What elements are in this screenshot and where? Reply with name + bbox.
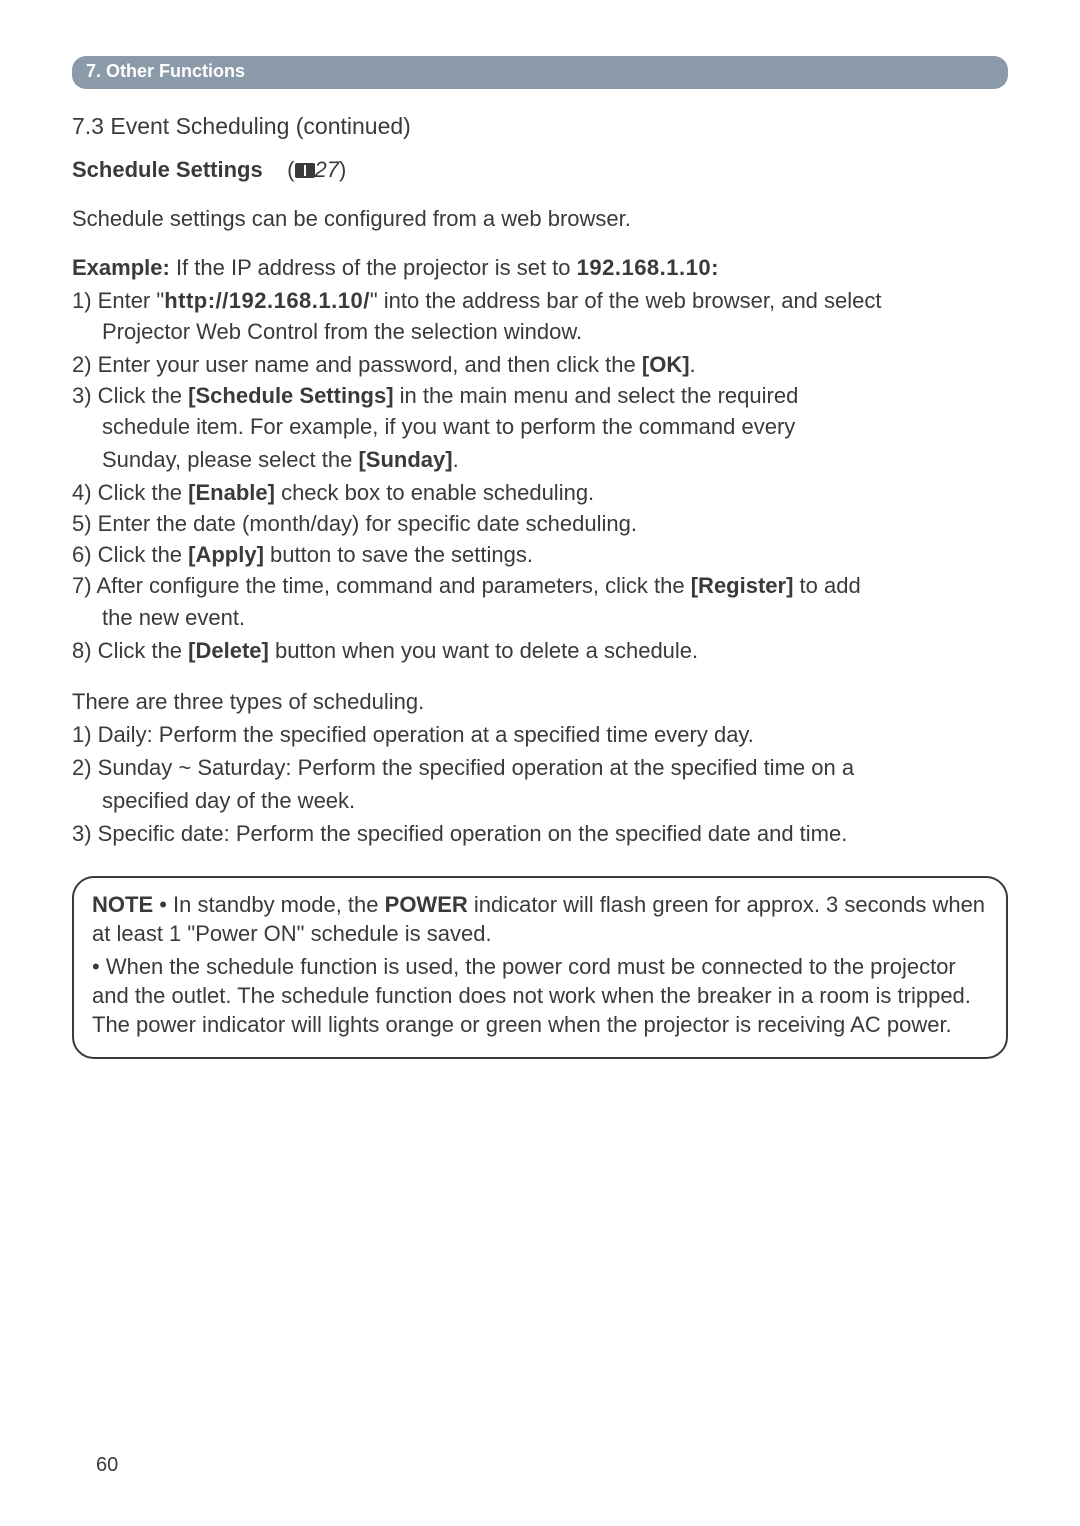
type-2b: specified day of the week. [72,786,1008,815]
step-1: 1) Enter "http://192.168.1.10/" into the… [72,286,1008,315]
section-header-label: 7. Other Functions [86,61,245,81]
step-4: 4) Click the [Enable] check box to enabl… [72,478,1008,507]
subhead-ref: 27 [315,157,339,182]
note-line2: • When the schedule function is used, th… [92,952,988,1039]
step-2: 2) Enter your user name and password, an… [72,350,1008,379]
step-3-cont2: Sunday, please select the [Sunday]. [72,445,1008,474]
book-icon [295,163,315,178]
example-line: Example: If the IP address of the projec… [72,253,1008,282]
step-7-cont: the new event. [72,603,1008,632]
subhead-row: Schedule Settings (27) [72,155,1008,184]
step-3: 3) Click the [Schedule Settings] in the … [72,381,1008,410]
example-tail: If the IP address of the projector is se… [170,255,577,280]
step-8: 8) Click the [Delete] button when you wa… [72,636,1008,665]
step-1-cont: Projector Web Control from the selection… [72,317,1008,346]
step-3-cont: schedule item. For example, if you want … [72,412,1008,441]
example-lead: Example: [72,255,170,280]
note-line1: NOTE • In standby mode, the POWER indica… [92,890,988,948]
type-3: 3) Specific date: Perform the specified … [72,819,1008,848]
type-2: 2) Sunday ~ Saturday: Perform the specif… [72,753,1008,782]
page-title: 7.3 Event Scheduling (continued) [72,111,1008,141]
section-header: 7. Other Functions [72,56,1008,89]
note-box: NOTE • In standby mode, the POWER indica… [72,876,1008,1059]
note-label: NOTE [92,892,153,917]
example-ip: 192.168.1.10: [577,255,719,280]
intro-text: Schedule settings can be configured from… [72,204,1008,233]
step-5: 5) Enter the date (month/day) for specif… [72,509,1008,538]
subhead-label: Schedule Settings [72,157,263,182]
step-7: 7) After configure the time, command and… [72,571,1008,600]
step-6: 6) Click the [Apply] button to save the … [72,540,1008,569]
types-intro: There are three types of scheduling. [72,687,1008,716]
steps-list: 1) Enter "http://192.168.1.10/" into the… [72,286,1008,664]
type-1: 1) Daily: Perform the specified operatio… [72,720,1008,749]
page-number: 60 [96,1452,118,1478]
